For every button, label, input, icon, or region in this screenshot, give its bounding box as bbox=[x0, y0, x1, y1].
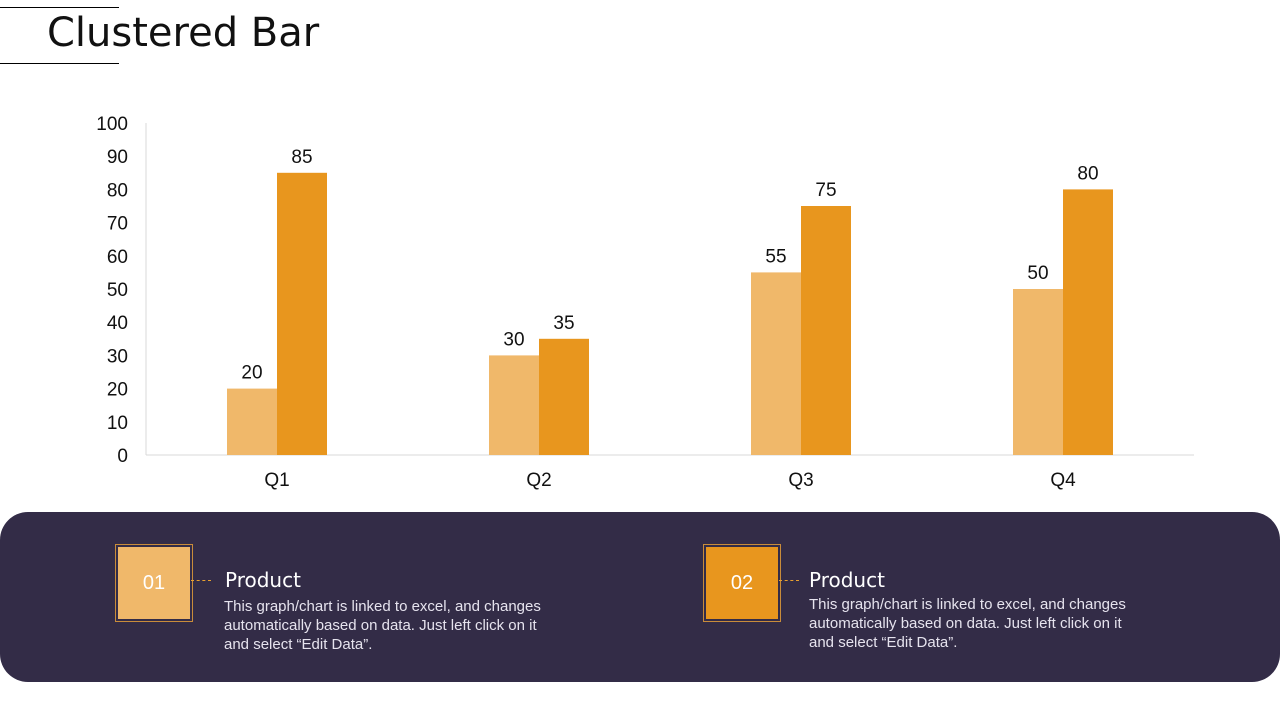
legend-heading-02: Product bbox=[809, 568, 885, 592]
x-tick-label: Q4 bbox=[1050, 470, 1076, 491]
legend-connector-01 bbox=[191, 580, 211, 581]
bar-q1-series-1 bbox=[227, 388, 277, 455]
y-tick-label: 80 bbox=[107, 180, 128, 201]
y-tick-label: 20 bbox=[107, 380, 128, 401]
bar-q4-series-2 bbox=[1063, 189, 1113, 455]
bar-q1-series-2 bbox=[277, 172, 327, 456]
bar-q3-series-1 bbox=[751, 272, 801, 455]
y-tick-label: 100 bbox=[96, 114, 128, 135]
x-tick-label: Q1 bbox=[264, 470, 289, 491]
data-label: 20 bbox=[241, 363, 262, 384]
data-label: 75 bbox=[815, 180, 836, 201]
legend-badge-01: 01 bbox=[118, 547, 190, 619]
legend-panel: 01 Product This graph/chart is linked to… bbox=[0, 512, 1280, 682]
y-tick-label: 60 bbox=[107, 247, 128, 268]
title-rule-top bbox=[0, 7, 119, 8]
legend-description-01: This graph/chart is linked to excel, and… bbox=[224, 598, 541, 653]
bar-q2-series-1 bbox=[489, 355, 539, 455]
data-label: 50 bbox=[1027, 263, 1048, 284]
x-tick-label: Q3 bbox=[788, 470, 813, 491]
y-tick-label: 70 bbox=[107, 214, 128, 235]
y-tick-label: 50 bbox=[107, 280, 128, 301]
data-label: 35 bbox=[553, 313, 574, 334]
data-label: 30 bbox=[503, 329, 524, 350]
page-title: Clustered Bar bbox=[47, 10, 320, 56]
bar-q2-series-2 bbox=[539, 338, 589, 455]
data-label: 85 bbox=[291, 147, 312, 168]
clustered-bar-chart: 0 10 20 30 40 50 60 70 80 90 100 20 85 Q1 30 35 Q2 55 75 Q3… bbox=[96, 114, 1194, 491]
legend-connector-02 bbox=[779, 580, 799, 581]
y-tick-label: 0 bbox=[117, 446, 128, 467]
data-label: 80 bbox=[1077, 163, 1098, 184]
data-label: 55 bbox=[765, 246, 786, 267]
bar-q4-series-1 bbox=[1013, 289, 1063, 455]
y-tick-label: 40 bbox=[107, 313, 128, 334]
y-tick-label: 30 bbox=[107, 346, 128, 367]
y-tick-label: 10 bbox=[107, 413, 128, 434]
y-tick-label: 90 bbox=[107, 147, 128, 168]
legend-description-02: This graph/chart is linked to excel, and… bbox=[809, 596, 1126, 651]
x-tick-label: Q2 bbox=[526, 470, 551, 491]
legend-heading-01: Product bbox=[225, 568, 301, 592]
bar-q3-series-2 bbox=[801, 206, 851, 455]
title-rule-bottom bbox=[0, 63, 119, 64]
legend-badge-02: 02 bbox=[706, 547, 778, 619]
